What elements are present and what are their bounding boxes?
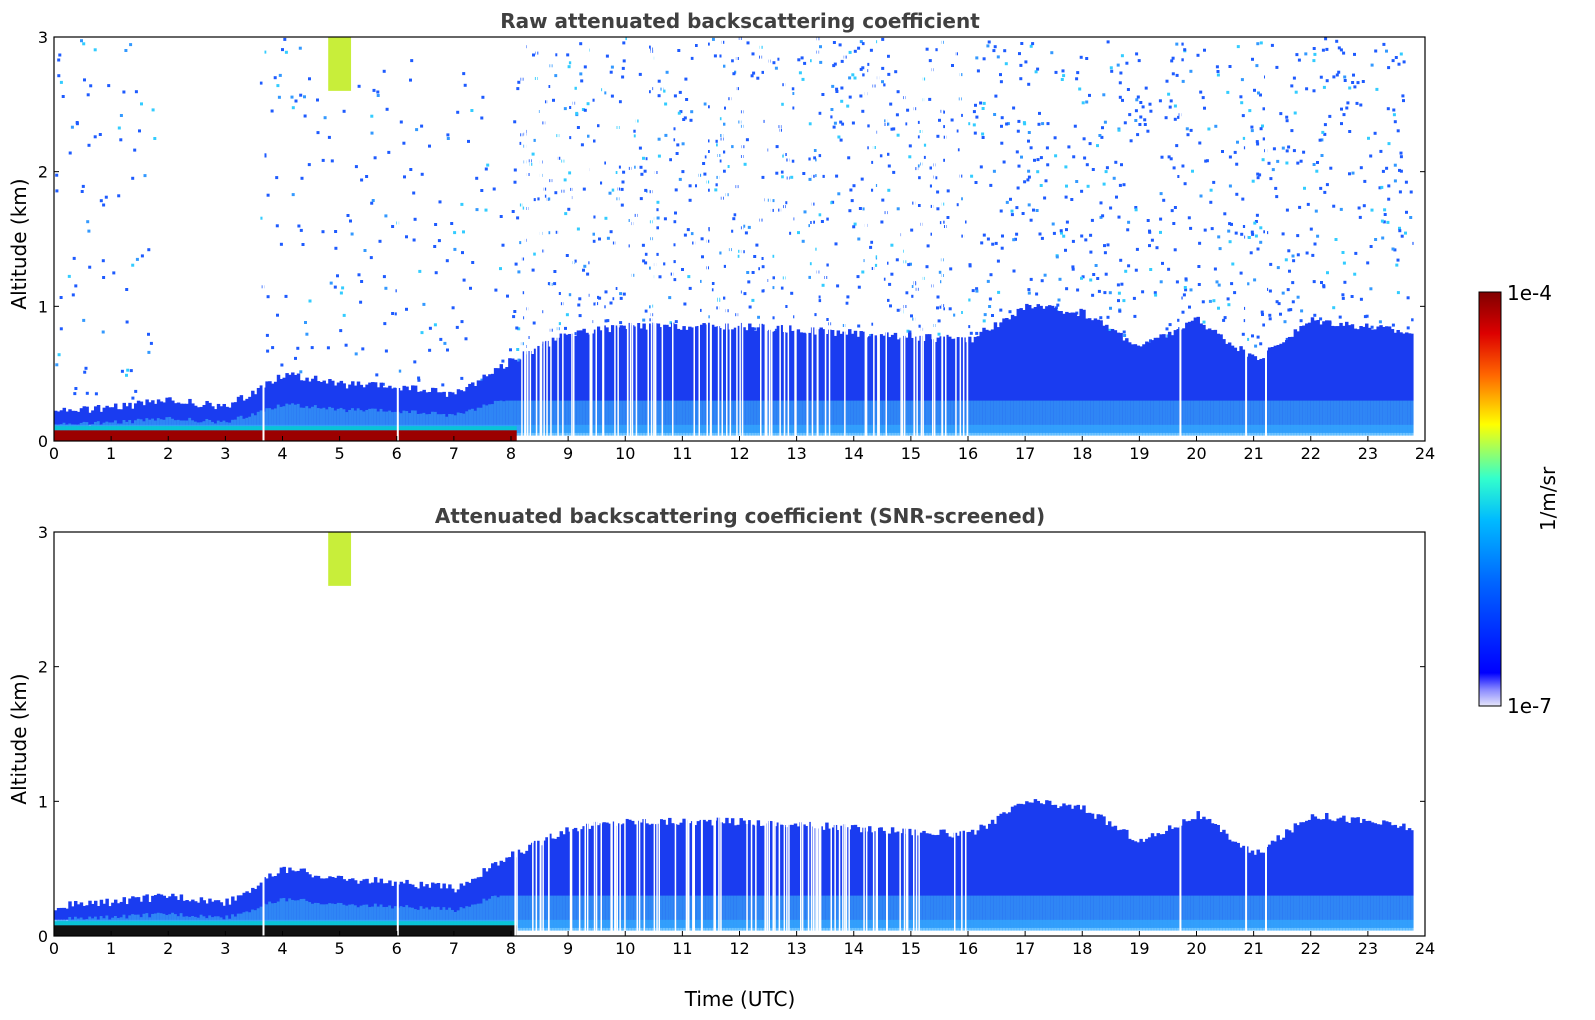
top-chart-title: Raw attenuated backscattering coefficien… (500, 9, 980, 33)
x-tick-label: 20 (1186, 939, 1206, 958)
colorbar-unit-label: 1/m/sr (1536, 466, 1560, 531)
cloud-feature (328, 37, 352, 91)
x-tick-label: 14 (844, 444, 864, 463)
data-gaps (262, 532, 1267, 936)
x-tick-label: 18 (1072, 444, 1092, 463)
x-tick-label: 0 (49, 939, 59, 958)
x-tick-label: 24 (1415, 939, 1435, 958)
x-tick-label: 21 (1243, 444, 1263, 463)
x-tick-label: 17 (1015, 444, 1035, 463)
x-tick-label: 4 (277, 939, 287, 958)
x-tick-label: 17 (1015, 939, 1035, 958)
bottom-chart-title: Attenuated backscattering coefficient (S… (435, 504, 1045, 528)
x-tick-label: 16 (958, 444, 978, 463)
x-tick-label: 11 (672, 939, 692, 958)
x-tick-label: 19 (1129, 444, 1149, 463)
data-gaps (262, 37, 1267, 441)
x-tick-label: 3 (220, 939, 230, 958)
x-tick-label: 6 (392, 444, 402, 463)
top-y-axis: 0 1 2 3 (38, 28, 1425, 451)
surface-layer (54, 925, 517, 936)
y-tick-label: 3 (38, 28, 48, 47)
y-tick-label: 2 (38, 658, 48, 677)
x-tick-label: 2 (163, 939, 173, 958)
x-tick-label: 9 (563, 444, 573, 463)
colorbar-max-label: 1e-4 (1507, 281, 1552, 305)
bottom-plot-area (53, 531, 1426, 937)
x-tick-label: 21 (1243, 939, 1263, 958)
x-tick-label: 13 (786, 939, 806, 958)
x-axis-label: Time (UTC) (684, 987, 796, 1011)
x-tick-label: 0 (49, 444, 59, 463)
x-tick-label: 16 (958, 939, 978, 958)
x-tick-label: 23 (1358, 444, 1378, 463)
x-tick-label: 7 (449, 939, 459, 958)
x-tick-label: 5 (335, 939, 345, 958)
x-tick-label: 8 (506, 444, 516, 463)
x-tick-label: 7 (449, 444, 459, 463)
top-heatmap-panel: Raw attenuated backscattering coefficien… (7, 9, 1435, 463)
x-tick-label: 12 (729, 444, 749, 463)
x-tick-label: 13 (786, 444, 806, 463)
bottom-x-axis: 0 1 2 3 4 5 6 7 8 9 10 11 12 13 14 15 16 17 18 19 20 21 22 23 24 (49, 931, 1435, 958)
x-tick-label: 5 (335, 444, 345, 463)
colorbar-gradient (1478, 291, 1502, 707)
x-tick-label: 23 (1358, 939, 1378, 958)
x-tick-label: 18 (1072, 939, 1092, 958)
top-y-axis-label: Altitude (km) (7, 178, 31, 309)
x-tick-label: 12 (729, 939, 749, 958)
y-tick-label: 1 (38, 792, 48, 811)
x-tick-label: 6 (392, 939, 402, 958)
y-tick-label: 1 (38, 297, 48, 316)
x-tick-label: 8 (506, 939, 516, 958)
colorbar: 1e-4 1e-7 1/m/sr (1478, 281, 1560, 718)
x-tick-label: 20 (1186, 444, 1206, 463)
y-tick-label: 0 (38, 927, 48, 946)
x-tick-label: 10 (615, 939, 635, 958)
x-tick-label: 15 (901, 444, 921, 463)
bottom-y-axis-label: Altitude (km) (7, 673, 31, 804)
x-tick-label: 1 (106, 444, 116, 463)
x-tick-label: 14 (844, 939, 864, 958)
top-x-axis: 0 1 2 3 4 5 6 7 8 9 10 11 12 13 14 15 16 17 18 19 20 21 22 23 24 (49, 436, 1435, 463)
surface-layer (54, 430, 517, 441)
bottom-y-axis: 0 1 2 3 (38, 523, 1425, 946)
y-tick-label: 2 (38, 163, 48, 182)
x-tick-label: 22 (1301, 444, 1321, 463)
top-plot-area (53, 36, 1426, 442)
x-tick-label: 11 (672, 444, 692, 463)
x-tick-label: 3 (220, 444, 230, 463)
x-tick-label: 10 (615, 444, 635, 463)
x-tick-label: 9 (563, 939, 573, 958)
x-tick-label: 4 (277, 444, 287, 463)
bottom-heatmap-panel: Attenuated backscattering coefficient (S… (7, 504, 1435, 1011)
x-tick-label: 24 (1415, 444, 1435, 463)
y-tick-label: 0 (38, 432, 48, 451)
colorbar-min-label: 1e-7 (1507, 694, 1552, 718)
y-tick-label: 3 (38, 523, 48, 542)
x-tick-label: 1 (106, 939, 116, 958)
x-tick-label: 2 (163, 444, 173, 463)
x-tick-label: 15 (901, 939, 921, 958)
x-tick-label: 22 (1301, 939, 1321, 958)
x-tick-label: 19 (1129, 939, 1149, 958)
cloud-feature (328, 532, 352, 586)
